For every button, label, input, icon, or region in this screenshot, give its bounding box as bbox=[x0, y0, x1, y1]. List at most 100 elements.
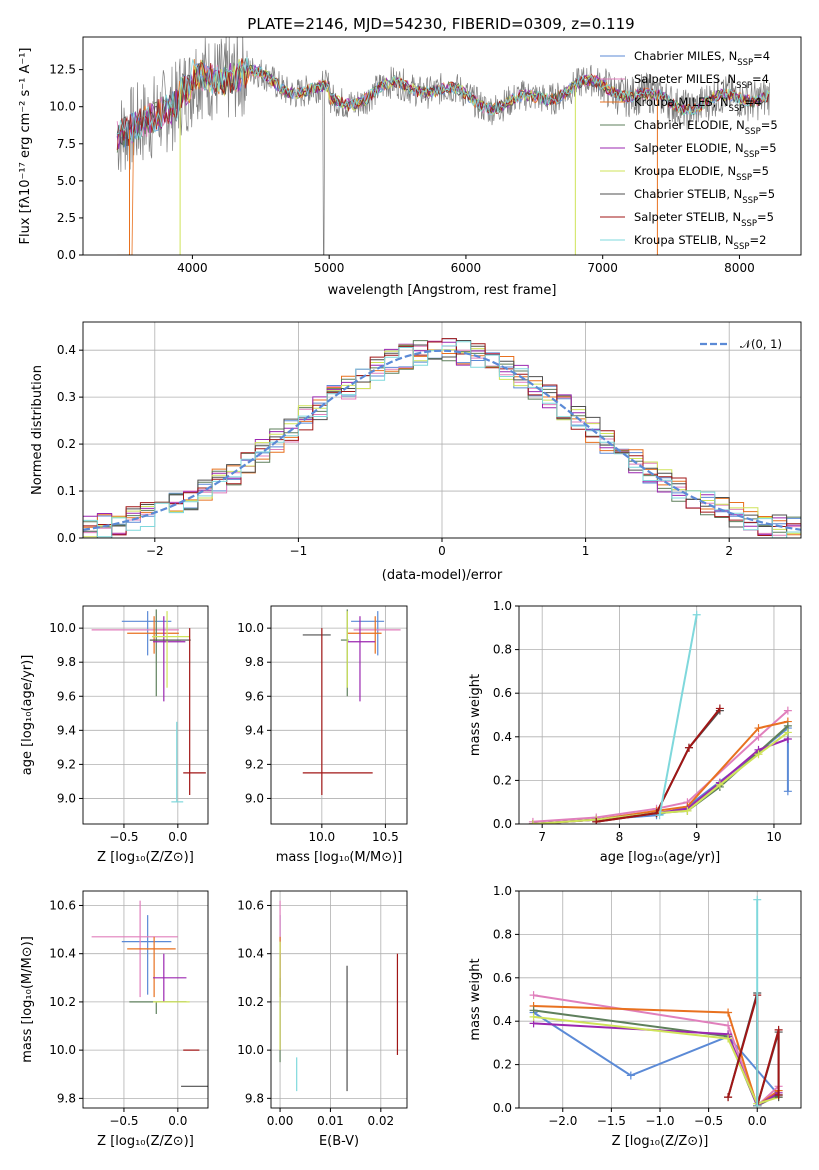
mass-age-marks bbox=[302, 609, 401, 796]
model-spectrum-line bbox=[116, 57, 770, 151]
x-tick-label: 0.0 bbox=[168, 830, 187, 844]
weight-marker bbox=[774, 1090, 783, 1099]
x-tick-label: 0.0 bbox=[168, 1114, 187, 1128]
z-age-xlabel: Z [log₁₀(Z/Z⊙)] bbox=[97, 850, 194, 865]
legend-label: Salpeter ELODIE, NSSP=5 bbox=[634, 141, 777, 160]
spectrum-y-ticks: 0.0 2.5 5.0 7.5 10.0 12.5 bbox=[49, 63, 83, 262]
x-tick-label: 10.5 bbox=[372, 830, 399, 844]
y-tick-label: 9.8 bbox=[57, 1091, 76, 1105]
z-age-panel: −0.5 0.0 9.0 9.2 9.4 9.6 9.8 10.0 Z [log₁₀(Z/Z⊙)… bbox=[20, 605, 209, 865]
y-tick-label: 10.0 bbox=[237, 621, 264, 635]
x-tick-label: 10.0 bbox=[308, 830, 335, 844]
weight-marker bbox=[626, 1071, 635, 1080]
weight-marker bbox=[783, 706, 792, 715]
z-mass-marks bbox=[91, 900, 208, 1087]
y-tick-label: 9.4 bbox=[245, 723, 264, 737]
weight-marker bbox=[592, 817, 601, 824]
spectrum-frame bbox=[82, 36, 802, 256]
y-tick-label: 0.3 bbox=[57, 390, 76, 404]
spectrum-title: PLATE=2146, MJD=54230, FIBERID=0309, z=0… bbox=[247, 15, 634, 33]
residual-y-ticks: 0.0 0.1 0.2 0.3 0.4 bbox=[57, 343, 83, 545]
x-tick-label: 10 bbox=[766, 830, 781, 844]
y-tick-label: 0.0 bbox=[57, 248, 76, 262]
gaussian-curve bbox=[83, 349, 801, 531]
x-tick-label: −1.5 bbox=[597, 1114, 626, 1128]
x-tick-label: 6000 bbox=[451, 261, 482, 275]
weight-marker bbox=[724, 1093, 733, 1102]
weight-line bbox=[596, 707, 721, 823]
x-tick-label: −0.5 bbox=[109, 1114, 138, 1128]
z-age-marks bbox=[91, 609, 206, 803]
y-tick-label: 10.0 bbox=[49, 621, 76, 635]
y-tick-label: 10.6 bbox=[49, 898, 76, 912]
y-tick-label: 10.2 bbox=[237, 995, 264, 1009]
x-tick-label: 7000 bbox=[587, 261, 618, 275]
z-mass-frame bbox=[82, 890, 209, 1109]
weight-marker bbox=[754, 732, 763, 741]
spectrum-ylabel: Flux [fλ10⁻¹⁷ erg cm⁻² s⁻¹ A⁻¹] bbox=[18, 48, 33, 245]
residual-panel: −2 −1 0 1 2 0.0 0.1 0.2 0.3 0.4 (data-model)/err… bbox=[30, 321, 802, 583]
y-tick-label: 9.6 bbox=[57, 689, 76, 703]
y-tick-label: 10.4 bbox=[49, 947, 76, 961]
y-tick-label: 0.4 bbox=[57, 343, 76, 357]
weight-marker bbox=[753, 1101, 762, 1108]
residual-ylabel: Normed distribution bbox=[30, 365, 45, 495]
y-tick-label: 9.8 bbox=[245, 655, 264, 669]
weight-line bbox=[658, 614, 698, 816]
y-tick-label: 10.4 bbox=[237, 947, 264, 961]
y-tick-label: 0.4 bbox=[493, 730, 512, 744]
y-tick-label: 9.8 bbox=[245, 1091, 264, 1105]
y-tick-label: 9.8 bbox=[57, 655, 76, 669]
weight-marker bbox=[754, 724, 763, 733]
y-tick-label: 10.0 bbox=[49, 1043, 76, 1057]
x-tick-label: −1 bbox=[290, 544, 308, 558]
spectrum-xlabel: wavelength [Angstrom, rest frame] bbox=[328, 283, 557, 298]
y-tick-label: 9.0 bbox=[245, 791, 264, 805]
x-tick-label: −2.0 bbox=[548, 1114, 577, 1128]
mass-age-panel: 10.0 10.5 9.0 9.2 9.4 9.6 9.8 10.0 mass [log₁₀(M… bbox=[237, 605, 408, 865]
y-tick-label: 0.8 bbox=[493, 927, 512, 941]
z-weight-panel: −2.0 −1.5 −1.0 −0.5 0.0 0.0 0.2 0.4 0.6 0.8 1.0 Z [… bbox=[468, 884, 802, 1149]
x-tick-label: 2 bbox=[725, 544, 733, 558]
weight-line bbox=[596, 709, 721, 823]
x-tick-label: −0.5 bbox=[109, 830, 138, 844]
ebv-mass-marks bbox=[279, 900, 399, 1092]
weight-marker bbox=[684, 743, 693, 752]
y-tick-label: 1.0 bbox=[493, 599, 512, 613]
residual-histogram-step bbox=[83, 338, 801, 536]
weight-marker bbox=[724, 1034, 733, 1043]
ebv-mass-panel: 0.00 0.01 0.02 9.8 10.0 10.2 10.4 10.6 E(B-V) bbox=[237, 890, 408, 1149]
weight-marker bbox=[529, 991, 538, 1000]
age-weight-grid bbox=[519, 605, 801, 825]
x-tick-label: −2 bbox=[146, 544, 164, 558]
residual-legend: 𝒩(0, 1) bbox=[700, 337, 782, 351]
y-tick-label: 0.8 bbox=[493, 643, 512, 657]
ebv-mass-grid bbox=[271, 891, 407, 1108]
legend-label: Chabrier STELIB, NSSP=5 bbox=[634, 187, 775, 206]
legend-label: Kroupa STELIB, NSSP=2 bbox=[634, 233, 766, 252]
age-weight-panel: 7 8 9 10 0.0 0.2 0.4 0.6 0.8 1.0 age [log₁₀(age/yr… bbox=[468, 599, 802, 865]
x-tick-label: 8000 bbox=[724, 261, 755, 275]
x-tick-label: 0.02 bbox=[367, 1114, 394, 1128]
z-mass-ylabel: mass [log₁₀(M/M⊙)] bbox=[20, 936, 35, 1063]
weight-marker bbox=[529, 1012, 538, 1021]
weight-marker bbox=[783, 787, 792, 796]
y-tick-label: 9.4 bbox=[57, 723, 76, 737]
weight-line bbox=[533, 1011, 780, 1096]
x-tick-label: 1 bbox=[582, 544, 590, 558]
age-weight-frame bbox=[518, 605, 802, 825]
y-tick-label: 10.0 bbox=[237, 1043, 264, 1057]
z-mass-panel: −0.5 0.0 9.8 10.0 10.2 10.4 10.6 Z [log₁₀(Z/Z⊙)… bbox=[20, 890, 209, 1149]
x-tick-label: 4000 bbox=[177, 261, 208, 275]
x-tick-label: 8 bbox=[616, 830, 624, 844]
y-tick-label: 9.0 bbox=[57, 791, 76, 805]
y-tick-label: 9.2 bbox=[57, 757, 76, 771]
x-tick-label: −0.5 bbox=[694, 1114, 723, 1128]
age-weight-marks bbox=[528, 610, 792, 824]
residual-histogram-step bbox=[83, 341, 801, 538]
z-weight-marks bbox=[529, 895, 783, 1108]
z-mass-xlabel: Z [log₁₀(Z/Z⊙)] bbox=[97, 1134, 194, 1149]
spectrum-panel: PLATE=2146, MJD=54230, FIBERID=0309, z=0… bbox=[18, 15, 802, 298]
model-spectrum-line bbox=[117, 57, 770, 142]
